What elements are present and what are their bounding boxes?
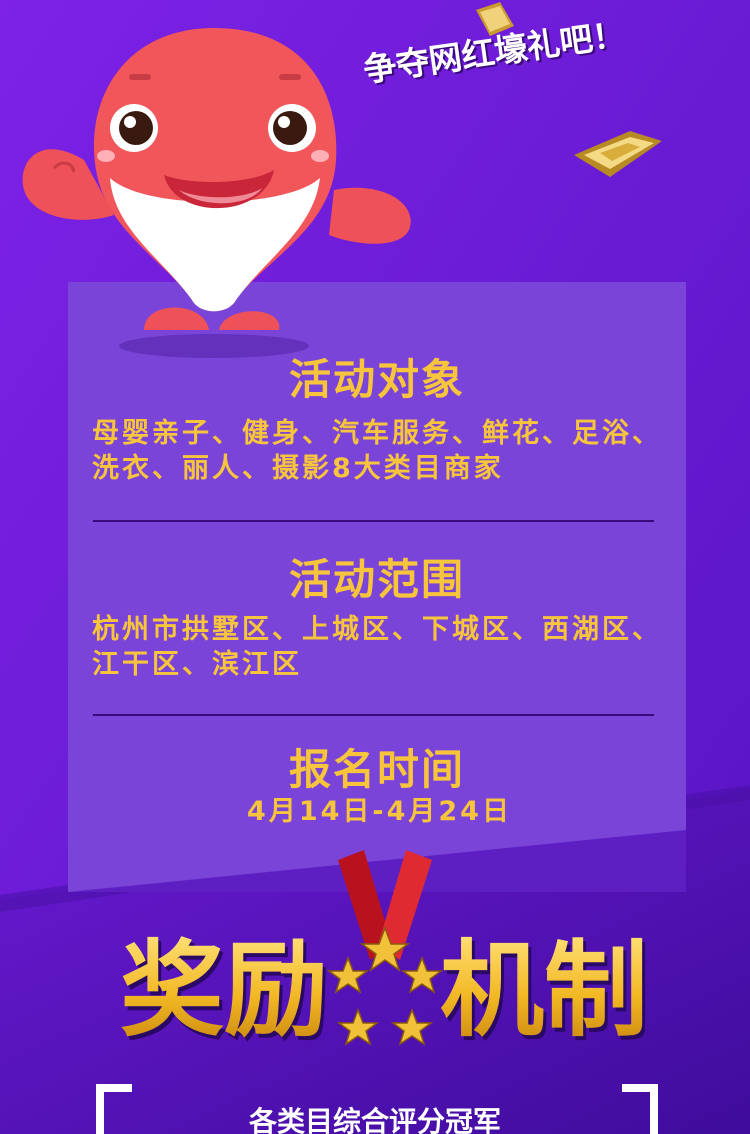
scope-body: 杭州市拱墅区、上城区、下城区、西湖区、江干区、滨江区 xyxy=(92,614,662,680)
info-panel xyxy=(68,282,686,892)
star-icon xyxy=(326,925,444,1046)
divider xyxy=(93,714,654,716)
mascot-illustration xyxy=(22,28,411,358)
scope-title: 活动范围 xyxy=(288,555,465,604)
signup-time-body: 4月14日-4月24日 xyxy=(247,796,512,827)
reward-title-left: 奖励 xyxy=(120,929,329,1051)
target-title: 活动对象 xyxy=(288,355,465,404)
medal-icon xyxy=(326,850,444,1046)
bracket-left xyxy=(96,1084,132,1134)
reward-title-right: 机制 xyxy=(440,929,649,1051)
gold-ingot-icon xyxy=(574,131,662,177)
signup-time-title: 报名时间 xyxy=(288,745,465,794)
bracket-right xyxy=(622,1084,658,1134)
gold-ingot-icon xyxy=(476,2,514,36)
divider xyxy=(93,520,654,522)
target-body: 母婴亲子、健身、汽车服务、鲜花、足浴、洗衣、丽人、摄影8大类目商家 xyxy=(92,418,662,484)
sub-banner-text: 各类目综合评分冠军 xyxy=(248,1105,501,1134)
